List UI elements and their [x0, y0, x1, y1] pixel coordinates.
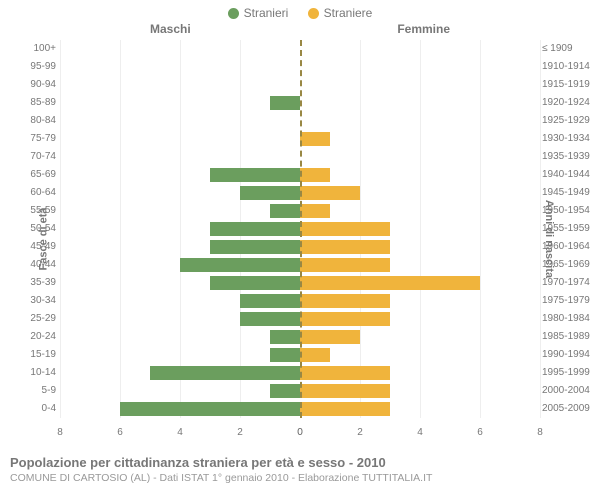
- birth-year-label: 1975-1979: [542, 292, 596, 310]
- bar-female: [300, 168, 330, 182]
- age-label: 50-54: [18, 220, 56, 238]
- birth-year-label: 2000-2004: [542, 382, 596, 400]
- bar-male: [270, 204, 300, 218]
- birth-year-label: 1915-1919: [542, 76, 596, 94]
- birth-year-label: 1930-1934: [542, 130, 596, 148]
- x-tick-label: 4: [177, 427, 183, 438]
- age-label: 90-94: [18, 76, 56, 94]
- birth-year-label: ≤ 1909: [542, 40, 596, 58]
- age-label: 45-49: [18, 238, 56, 256]
- population-pyramid-chart: Maschi Femmine Fasce di età Anni di nasc…: [60, 40, 540, 438]
- bar-male: [150, 366, 300, 380]
- chart-legend: Stranieri Straniere: [0, 0, 600, 22]
- bar-male: [210, 168, 300, 182]
- x-tick-label: 4: [417, 427, 423, 438]
- bar-female: [300, 312, 390, 326]
- bar-male: [240, 186, 300, 200]
- birth-year-label: 1980-1984: [542, 310, 596, 328]
- bar-male: [270, 384, 300, 398]
- bar-female: [300, 330, 360, 344]
- center-divider: [300, 40, 302, 418]
- bar-male: [240, 312, 300, 326]
- bar-male: [210, 276, 300, 290]
- age-label: 35-39: [18, 274, 56, 292]
- chart-footer: Popolazione per cittadinanza straniera p…: [10, 455, 590, 484]
- birth-year-label: 1950-1954: [542, 202, 596, 220]
- bar-female: [300, 186, 360, 200]
- bar-male: [270, 348, 300, 362]
- age-label: 60-64: [18, 184, 56, 202]
- x-tick-label: 8: [537, 427, 543, 438]
- birth-year-label: 1945-1949: [542, 184, 596, 202]
- legend-swatch-male: [228, 8, 239, 19]
- legend-label-female: Straniere: [324, 6, 373, 20]
- age-label: 5-9: [18, 382, 56, 400]
- bar-male: [120, 402, 300, 416]
- age-label: 40-44: [18, 256, 56, 274]
- bar-male: [210, 222, 300, 236]
- birth-year-label: 1970-1974: [542, 274, 596, 292]
- age-label: 55-59: [18, 202, 56, 220]
- bar-female: [300, 204, 330, 218]
- column-header-female: Femmine: [397, 22, 450, 36]
- bar-male: [180, 258, 300, 272]
- birth-year-label: 1990-1994: [542, 346, 596, 364]
- birth-year-label: 1925-1929: [542, 112, 596, 130]
- bar-male: [240, 294, 300, 308]
- legend-label-male: Stranieri: [244, 6, 289, 20]
- bar-female: [300, 222, 390, 236]
- bar-female: [300, 240, 390, 254]
- footer-subtitle: COMUNE DI CARTOSIO (AL) - Dati ISTAT 1° …: [10, 472, 590, 484]
- bar-male: [210, 240, 300, 254]
- age-label: 0-4: [18, 400, 56, 418]
- age-label: 25-29: [18, 310, 56, 328]
- bar-female: [300, 348, 330, 362]
- birth-year-label: 1910-1914: [542, 58, 596, 76]
- birth-year-label: 1935-1939: [542, 148, 596, 166]
- x-tick-label: 6: [477, 427, 483, 438]
- age-label: 75-79: [18, 130, 56, 148]
- age-label: 85-89: [18, 94, 56, 112]
- age-label: 10-14: [18, 364, 56, 382]
- birth-year-label: 1955-1959: [542, 220, 596, 238]
- footer-title: Popolazione per cittadinanza straniera p…: [10, 455, 590, 470]
- x-tick-label: 8: [57, 427, 63, 438]
- bar-female: [300, 384, 390, 398]
- birth-year-label: 1985-1989: [542, 328, 596, 346]
- age-label: 80-84: [18, 112, 56, 130]
- bar-female: [300, 258, 390, 272]
- age-label: 20-24: [18, 328, 56, 346]
- x-tick-label: 6: [117, 427, 123, 438]
- age-label: 15-19: [18, 346, 56, 364]
- column-header-male: Maschi: [150, 22, 191, 36]
- bar-female: [300, 276, 480, 290]
- birth-year-label: 1960-1964: [542, 238, 596, 256]
- legend-item-female: Straniere: [308, 6, 373, 20]
- x-tick-label: 2: [237, 427, 243, 438]
- age-label: 100+: [18, 40, 56, 58]
- bar-female: [300, 294, 390, 308]
- birth-year-label: 1940-1944: [542, 166, 596, 184]
- birth-year-label: 1995-1999: [542, 364, 596, 382]
- bar-female: [300, 402, 390, 416]
- bar-female: [300, 366, 390, 380]
- x-gridline: [540, 40, 541, 418]
- birth-year-label: 1920-1924: [542, 94, 596, 112]
- birth-year-label: 1965-1969: [542, 256, 596, 274]
- age-label: 95-99: [18, 58, 56, 76]
- legend-item-male: Stranieri: [228, 6, 289, 20]
- age-label: 70-74: [18, 148, 56, 166]
- age-label: 65-69: [18, 166, 56, 184]
- legend-swatch-female: [308, 8, 319, 19]
- x-tick-label: 0: [297, 427, 303, 438]
- bar-female: [300, 132, 330, 146]
- bar-male: [270, 330, 300, 344]
- x-tick-label: 2: [357, 427, 363, 438]
- birth-year-label: 2005-2009: [542, 400, 596, 418]
- bar-male: [270, 96, 300, 110]
- age-label: 30-34: [18, 292, 56, 310]
